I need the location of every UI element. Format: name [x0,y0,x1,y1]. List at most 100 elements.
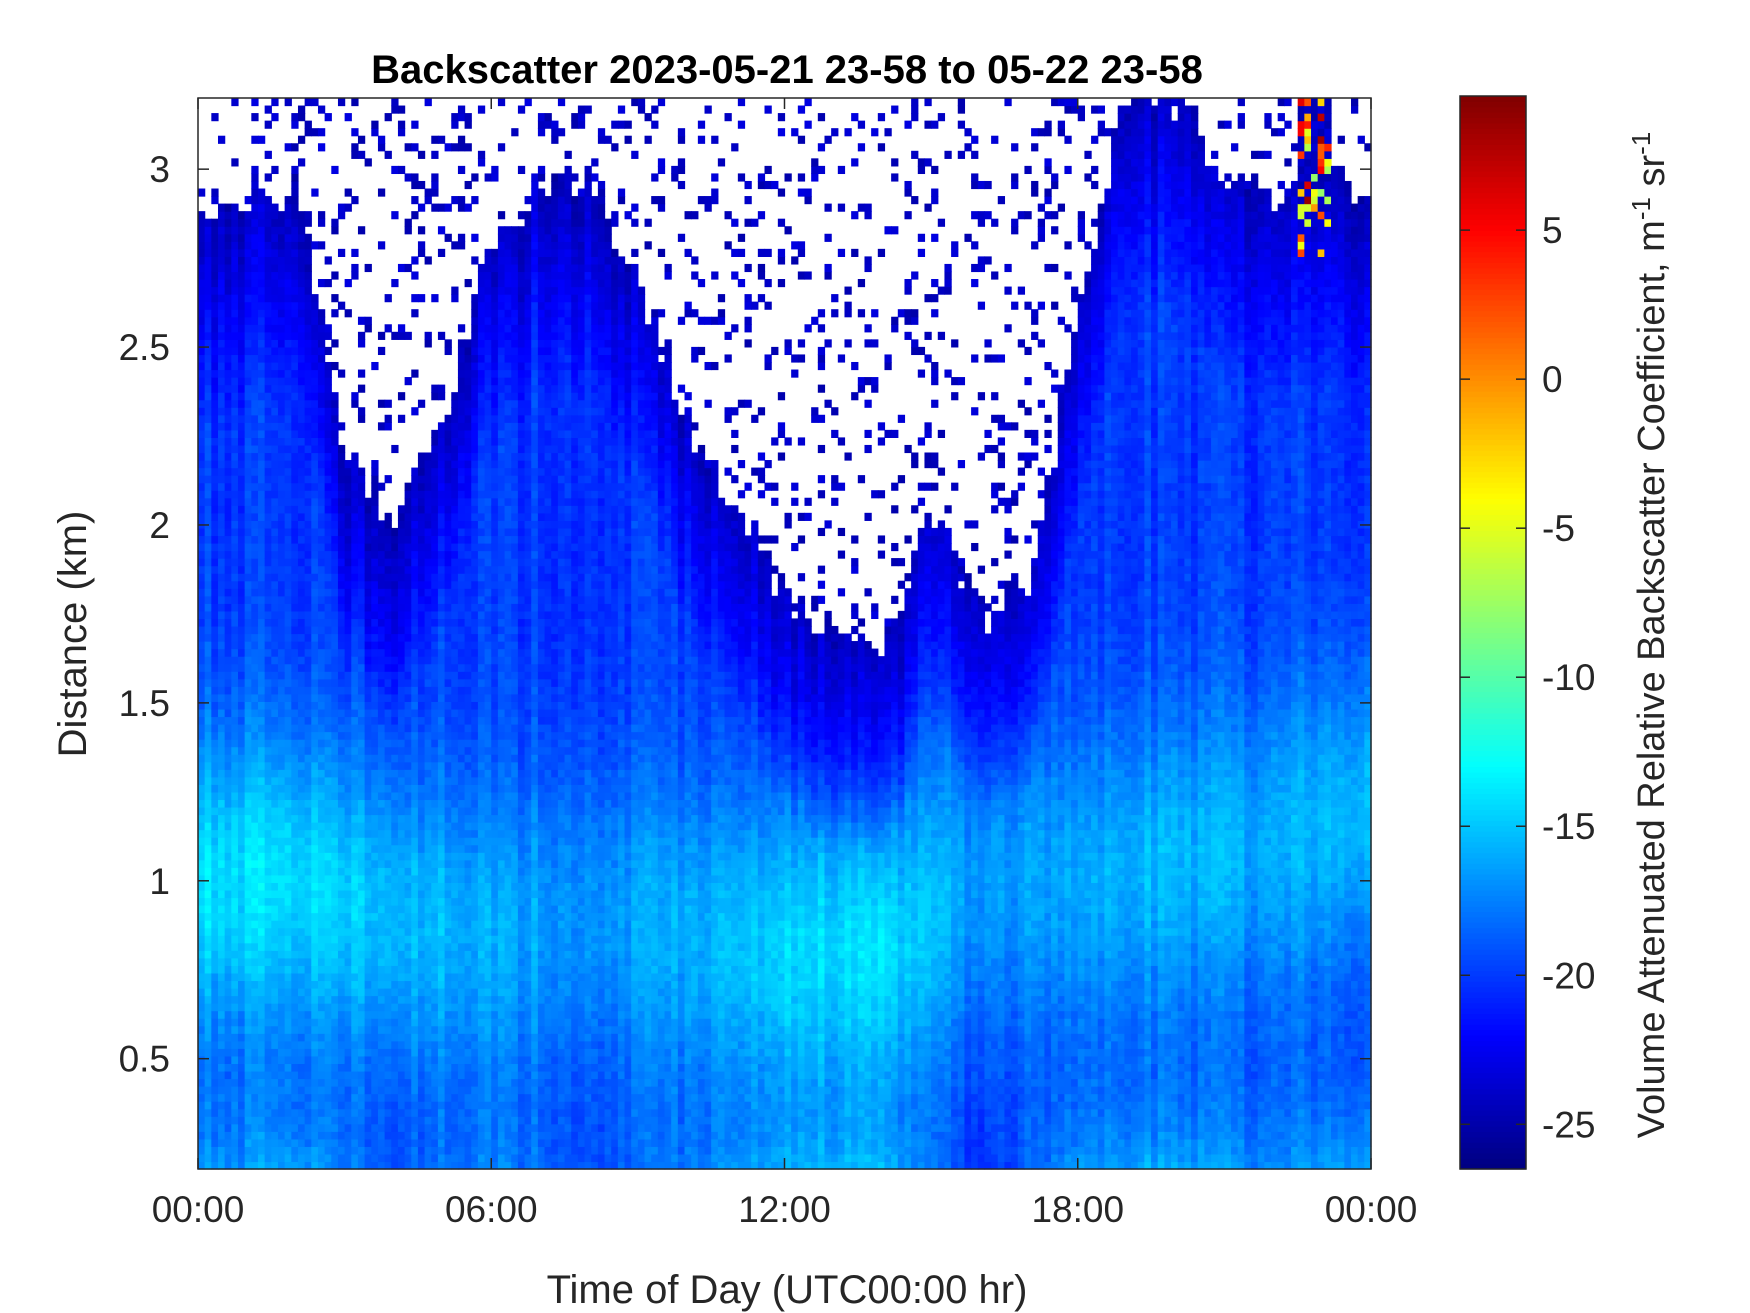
heatmap-cell [231,203,239,212]
heatmap-cell [198,414,206,423]
heatmap-cell [311,716,319,725]
heatmap-cell [198,475,206,484]
heatmap-cell [477,414,486,423]
heatmap-cell [304,1138,312,1147]
heatmap-cell [384,1101,392,1110]
heatmap-cell [411,1123,419,1132]
heatmap-cell [237,346,246,356]
heatmap-cell [237,1033,246,1042]
heatmap-cell [471,769,479,778]
heatmap-cell [231,942,239,951]
heatmap-cell [464,573,472,582]
heatmap-cell [264,1108,272,1117]
heatmap-cell [304,1063,312,1072]
heatmap-cell [371,1048,379,1057]
heatmap-cell [284,407,292,416]
heatmap-cell [417,490,426,499]
heatmap-cell [304,920,312,929]
heatmap-cell [257,1086,266,1095]
heatmap-cell [377,844,386,853]
heatmap-cell [304,610,312,620]
heatmap-cell [364,701,372,710]
heatmap-cell [364,686,372,695]
heatmap-cell [431,852,439,861]
heatmap-cell [251,987,259,997]
heatmap-cell [357,1101,366,1110]
heatmap-cell [264,346,272,356]
heatmap-cell [271,558,279,567]
heatmap-cell [284,1025,292,1034]
heatmap-cell [331,678,339,687]
heatmap-cell [204,1078,212,1087]
heatmap-cell [457,1138,466,1147]
heatmap-cell [351,822,359,831]
heatmap-cell [324,889,332,899]
heatmap-cell [251,633,259,642]
heatmap-cell [431,799,439,808]
heatmap-cell [404,889,412,899]
heatmap-cell [317,897,326,906]
heatmap-cell [251,942,259,951]
heatmap-cell [424,965,432,974]
heatmap-cell [391,754,399,763]
heatmap-cell [304,1055,312,1065]
heatmap-cell [198,505,206,514]
heatmap-cell [204,309,212,318]
heatmap-cell [277,610,286,620]
heatmap-cell [317,935,326,944]
heatmap-cell [337,1123,346,1132]
heatmap-cell [257,437,266,446]
heatmap-cell [431,618,439,627]
heatmap-cell [391,678,399,687]
heatmap-cell [471,935,479,944]
heatmap-cell [224,1078,232,1087]
heatmap-cell [451,905,459,914]
heatmap-cell [451,1078,459,1087]
heatmap-cell [264,286,272,295]
heatmap-cell [264,233,272,242]
heatmap-cell [257,686,266,695]
heatmap-cell [264,309,272,318]
heatmap-cell [217,1161,226,1170]
heatmap-cell [271,512,279,521]
heatmap-cell [244,656,252,665]
heatmap-cell [337,920,346,929]
heatmap-cell [417,399,426,408]
heatmap-cell [357,1040,366,1049]
heatmap-cell [304,829,312,838]
heatmap-cell [237,882,246,891]
heatmap-cell [297,663,306,672]
heatmap-cell [204,905,212,914]
heatmap-cell [198,625,206,635]
heatmap-cell [231,708,239,718]
heatmap-cell [271,867,279,876]
heatmap-cell [331,663,339,672]
heatmap-cell [484,1123,492,1132]
heatmap-cell [417,1146,426,1155]
heatmap-cell [484,1010,492,1019]
heatmap-cell [371,791,379,801]
heatmap-cell [464,535,472,544]
heatmap-cell [277,361,286,371]
heatmap-cell [477,384,486,393]
heatmap-cell [351,558,359,567]
heatmap-cell [211,950,219,959]
heatmap-cell [451,512,459,521]
heatmap-cell [224,852,232,861]
heatmap-cell [344,527,352,537]
heatmap-cell [297,769,306,778]
heatmap-cell [391,822,399,831]
heatmap-cell [457,814,466,823]
heatmap-cell [264,497,272,506]
heatmap-cell [217,384,226,393]
heatmap-cell [324,1040,332,1049]
heatmap-cell [311,346,319,356]
heatmap-cell [457,995,466,1004]
heatmap-cell [264,550,272,559]
heatmap-cell [444,618,452,627]
heatmap-cell [457,769,466,778]
heatmap-cell [364,1101,372,1110]
heatmap-cell [264,935,272,944]
heatmap-cell [471,912,479,921]
heatmap-cell [477,754,486,763]
